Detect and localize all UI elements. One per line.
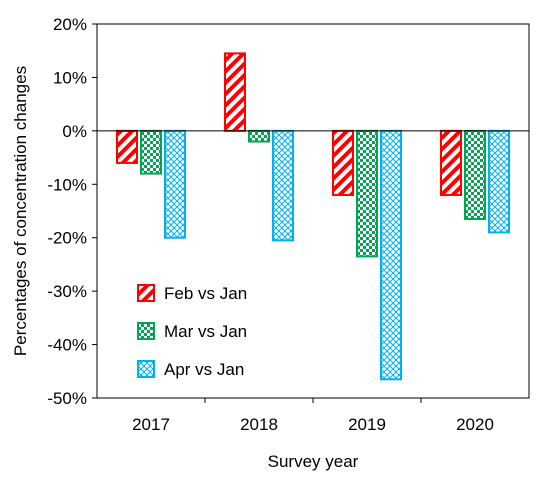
legend-swatch [137, 284, 155, 302]
y-axis-ticks: 20% 10% 0% -10% -20% -30% -40% -50% [47, 15, 97, 408]
legend: Feb vs Jan Mar vs Jan Apr vs Jan [137, 284, 247, 379]
y-tick-label: -20% [47, 229, 87, 248]
bar-feb-vs-jan-2020 [440, 129, 462, 196]
bar-feb-vs-jan-2017 [116, 129, 138, 164]
y-axis-label: Percentages of concentration changes [11, 66, 30, 356]
bar-mar-vs-jan-2020 [464, 129, 486, 221]
y-tick-label: 0% [62, 122, 87, 141]
x-axis-ticks: 2017 2018 2019 2020 [132, 398, 494, 434]
bar-feb-vs-jan-2018 [224, 52, 246, 132]
bar-feb-vs-jan-2019 [332, 129, 354, 196]
legend-label: Apr vs Jan [164, 360, 244, 379]
y-tick-label: -50% [47, 389, 87, 408]
y-tick-label: -10% [47, 175, 87, 194]
bar-mar-vs-jan-2019 [356, 129, 378, 258]
bars-layer [116, 52, 510, 381]
bar-mar-vs-jan-2018 [248, 129, 270, 143]
legend-swatch [137, 360, 155, 378]
y-tick-label: 20% [53, 15, 87, 34]
bar-apr-vs-jan-2020 [488, 129, 510, 234]
legend-label: Feb vs Jan [164, 284, 247, 303]
bar-apr-vs-jan-2018 [272, 129, 294, 242]
bar-apr-vs-jan-2019 [380, 129, 402, 381]
legend-swatch [137, 322, 155, 340]
x-axis-label: Survey year [268, 452, 359, 471]
x-tick-label: 2019 [348, 415, 386, 434]
x-tick-label: 2020 [456, 415, 494, 434]
x-tick-label: 2017 [132, 415, 170, 434]
bar-mar-vs-jan-2017 [140, 129, 162, 175]
y-tick-label: -30% [47, 282, 87, 301]
bar-apr-vs-jan-2017 [164, 129, 186, 239]
y-tick-label: -40% [47, 336, 87, 355]
x-tick-label: 2018 [240, 415, 278, 434]
legend-label: Mar vs Jan [164, 322, 247, 341]
y-tick-label: 10% [53, 68, 87, 87]
